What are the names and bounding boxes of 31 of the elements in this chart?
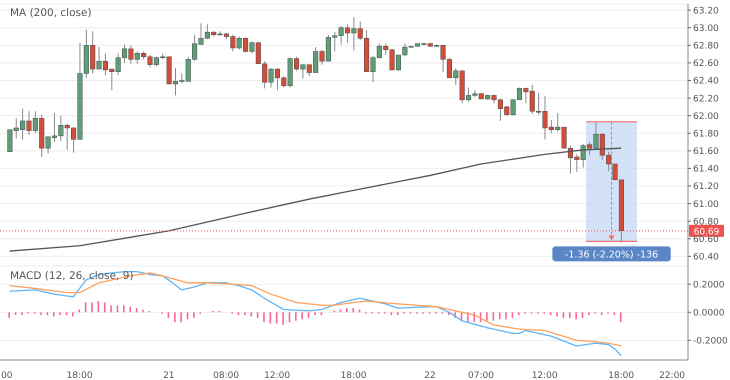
y-tick-label: 62.20 xyxy=(693,94,720,104)
y-tick-label: 0.2000 xyxy=(693,280,725,290)
x-tick-label: 21 xyxy=(163,371,175,380)
y-tick-label: 60.40 xyxy=(693,252,720,263)
y-tick-label: 62.40 xyxy=(693,76,720,87)
x-tick-label: 22 xyxy=(424,371,436,380)
x-tick-label: 07:00 xyxy=(468,371,494,380)
y-tick-label: 61.80 xyxy=(693,129,720,140)
x-tick-label: 00 xyxy=(1,371,13,380)
y-tick-label: 60.80 xyxy=(693,217,720,228)
y-tick-label: -0.2000 xyxy=(693,336,728,347)
y-tick-label: 63.20 xyxy=(693,6,720,16)
annotation: -1.36 (-2.20%) -136 xyxy=(564,249,658,260)
y-tick-label: 62.00 xyxy=(693,112,720,122)
x-tick-label: 12:00 xyxy=(264,371,290,380)
x-tick-label: 18:00 xyxy=(340,371,367,380)
y-tick-label: 62.80 xyxy=(693,42,720,52)
x-tick-label: 08:00 xyxy=(213,371,240,380)
y-tick-label: 61.60 xyxy=(693,147,720,158)
y-tick-label: 0.0000 xyxy=(693,308,725,318)
x-tick-label: 22:00 xyxy=(659,371,686,380)
chart-title: MA (200, close) xyxy=(9,7,93,19)
y-tick-label: 61.20 xyxy=(693,182,720,192)
x-tick-label: 12:00 xyxy=(532,371,558,380)
y-tick-label: 61.00 xyxy=(693,200,720,210)
y-tick-label: 63.00 xyxy=(693,24,720,34)
y-tick-label: 60.60 xyxy=(693,234,720,245)
x-tick-label: 18:00 xyxy=(608,371,634,380)
y-tick-label: 61.40 xyxy=(693,164,720,175)
y-tick-label: 62.60 xyxy=(693,59,720,70)
x-tick-label: 18:00 xyxy=(66,371,93,380)
